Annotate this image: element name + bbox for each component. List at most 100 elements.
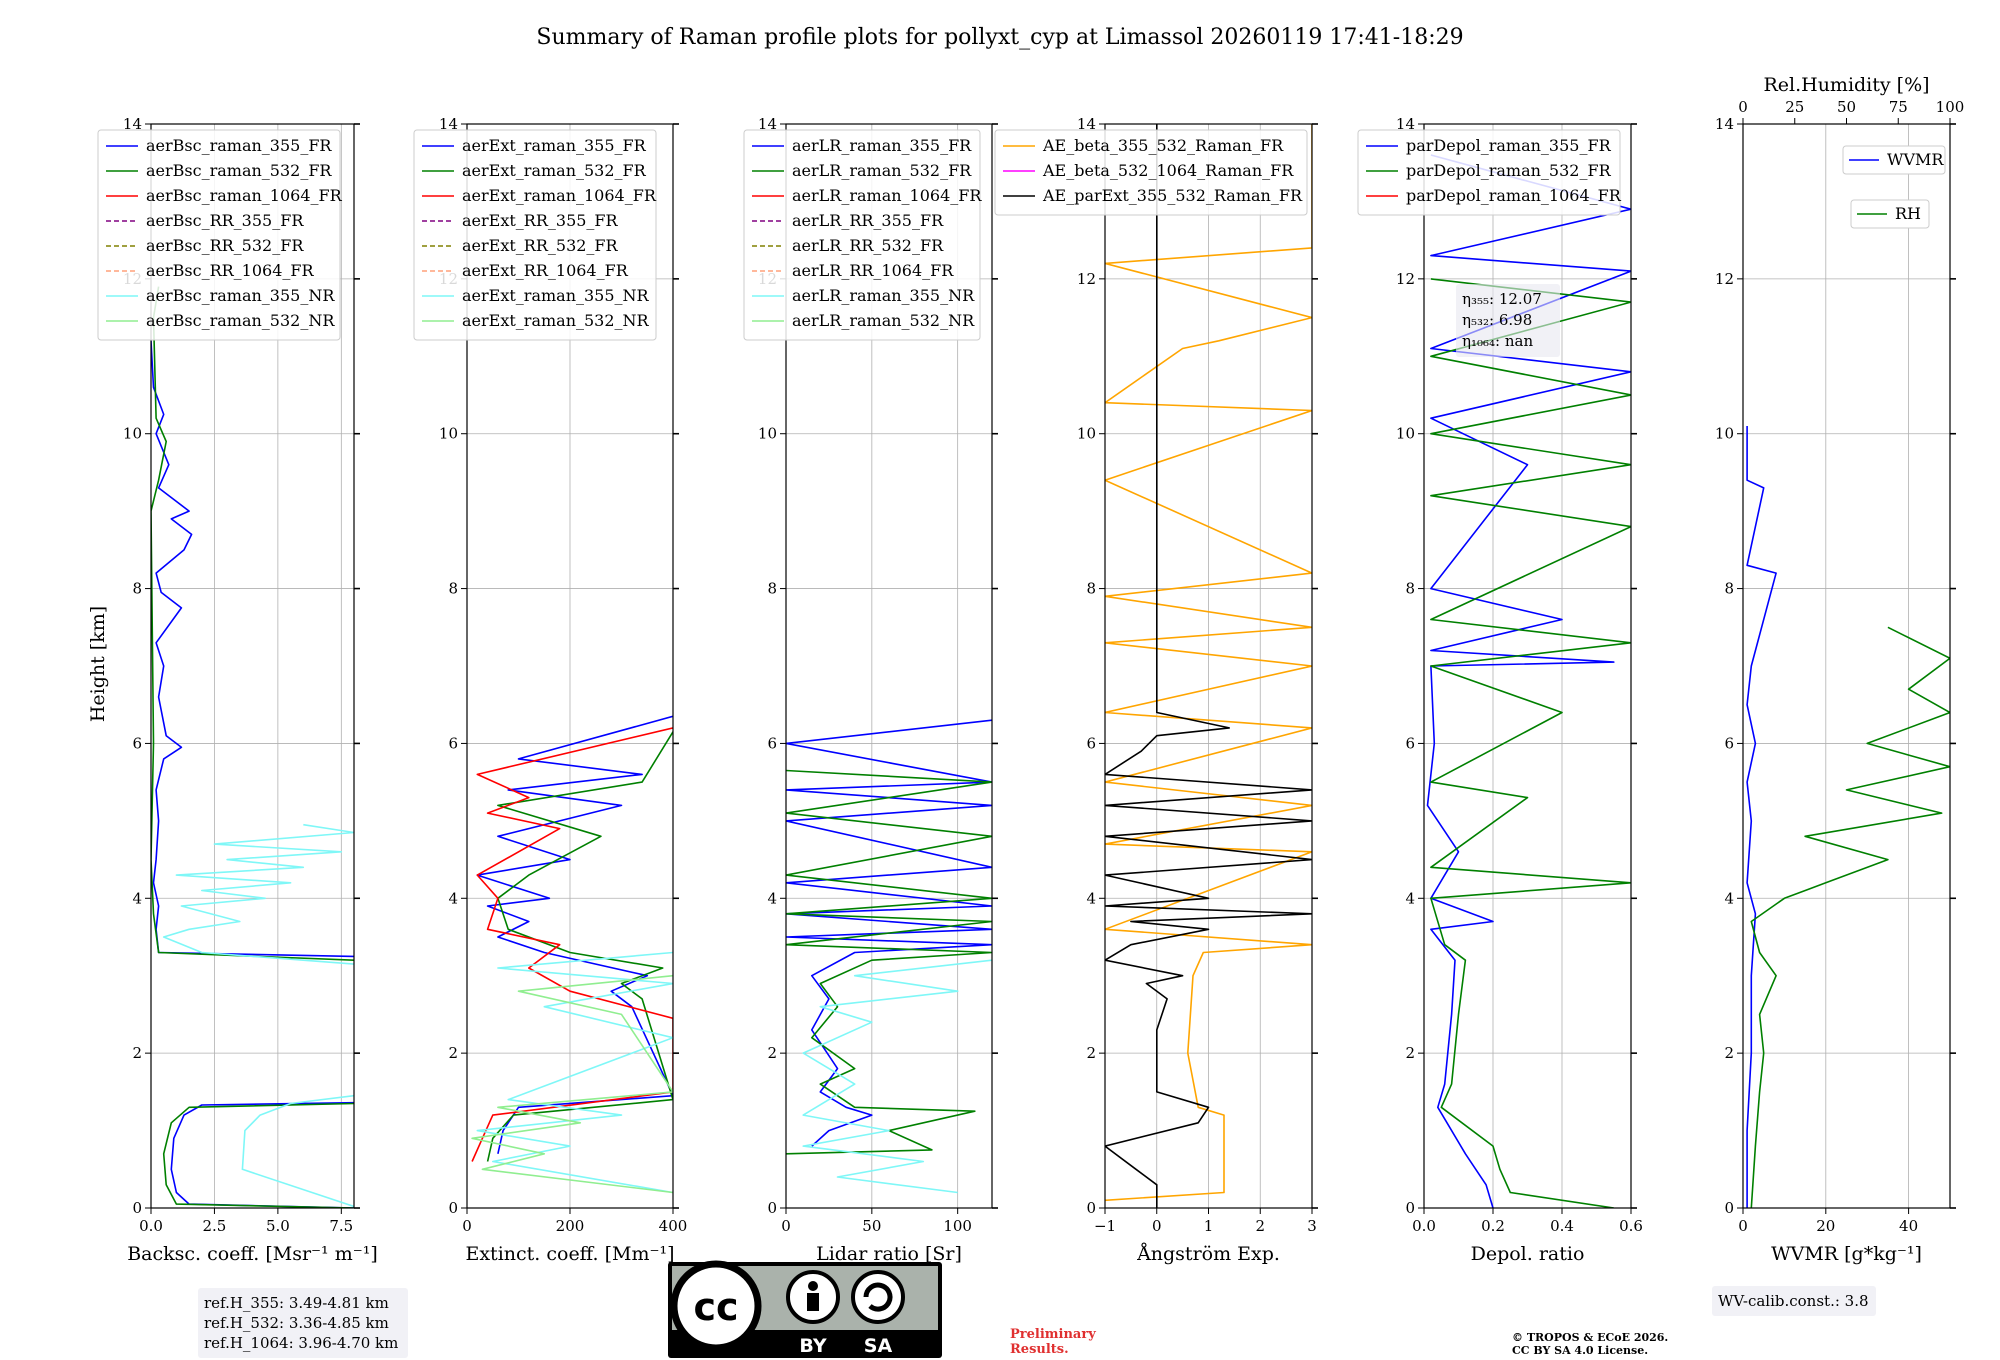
x-tick-label: 100 xyxy=(943,1217,972,1235)
y-tick-label: 12 xyxy=(1396,270,1415,288)
series-group xyxy=(1746,426,1950,1208)
x-tick-label: 0 xyxy=(1152,1217,1162,1235)
legend-box: aerExt_raman_355_FR aerExt_raman_532_FRae… xyxy=(413,129,657,341)
annotation-frame xyxy=(198,1288,408,1358)
legend-label: aerLR_raman_532_NR xyxy=(792,311,975,330)
y-tick-label: 14 xyxy=(1077,115,1096,133)
legend-label: aerBsc_raman_355_FR xyxy=(146,136,332,155)
annotation-text: WV-calib.const.: 3.8 xyxy=(1718,1292,1869,1310)
x-tick-label: 2 xyxy=(1255,1217,1265,1235)
y-tick-label: 6 xyxy=(1405,734,1415,752)
legend-label: parDepol_raman_532_FR xyxy=(1406,161,1612,180)
by-label: BY xyxy=(799,1335,826,1357)
annotation-text: η₅₃₂: 6.98 xyxy=(1462,311,1532,329)
y-tick-label: 0 xyxy=(767,1199,777,1217)
x-axis-label: Ångström Exp. xyxy=(1136,1243,1280,1265)
x-axis-label: Extinct. coeff. [Mm⁻¹] xyxy=(465,1243,674,1265)
x-tick-label: 200 xyxy=(556,1217,585,1235)
y-tick-label: 6 xyxy=(1724,734,1734,752)
panel-lr: 05010002468101214Lidar ratio [Sr]aerLR_r… xyxy=(743,115,998,1265)
legend-label: aerBsc_RR_1064_FR xyxy=(146,261,315,280)
x-tick-label: 0.0 xyxy=(139,1217,163,1235)
y-tick-label: 4 xyxy=(1724,889,1734,907)
x2-tick-label: 25 xyxy=(1785,98,1804,116)
legend-label: aerBsc_RR_532_FR xyxy=(146,236,304,255)
by-body-icon xyxy=(807,1293,819,1311)
legend-label: aerExt_RR_1064_FR xyxy=(462,261,629,280)
x-tick-label: 0.0 xyxy=(1412,1217,1436,1235)
copyright-line1: © TROPOS & ECoE 2026. xyxy=(1512,1331,1668,1344)
axes-frame xyxy=(1423,123,1632,1209)
legend-frame xyxy=(994,129,1308,216)
legend-label: aerLR_RR_355_FR xyxy=(792,211,944,230)
figure-title: Summary of Raman profile plots for polly… xyxy=(536,25,1463,50)
y-tick-label: 0 xyxy=(1405,1199,1415,1217)
series-line-parDepol-raman-532-FR xyxy=(1430,278,1631,1208)
series-group xyxy=(1105,124,1312,1208)
annotation-text: η₃₅₅: 12.07 xyxy=(1462,290,1542,308)
series-line-aerExt-raman-532-NR xyxy=(471,974,673,1194)
legend-label: aerLR_raman_355_FR xyxy=(792,136,972,155)
y-tick-label: 4 xyxy=(448,889,458,907)
x-tick-label: 0.2 xyxy=(1481,1217,1505,1235)
y-tick-label: 2 xyxy=(132,1044,142,1062)
series-line-aerExt-raman-355-FR xyxy=(476,715,673,1154)
series-line-WVMR xyxy=(1746,426,1777,1208)
panel-depol: 0.0 0.2 0.4 0.6 0 2 4 6 8 10 12 14 Depol. ratio parDe… xyxy=(1357,115,1643,1265)
legend-box: AE_beta_355_532_Raman_FR AE_beta_532_1064… xyxy=(994,129,1308,216)
legend-label: aerLR_RR_532_FR xyxy=(792,236,944,255)
series-group xyxy=(471,715,673,1194)
y-tick-label: 2 xyxy=(1405,1044,1415,1062)
legend-frame xyxy=(743,129,981,341)
y-tick-label: 4 xyxy=(767,889,777,907)
series-group xyxy=(151,286,354,1208)
annotation-text: η₁₀₆₄: nan xyxy=(1462,332,1533,350)
legend-frame xyxy=(97,129,341,341)
legend-label: aerLR_RR_1064_FR xyxy=(792,261,954,280)
series-group xyxy=(786,719,992,1194)
legend-label: aerExt_raman_355_FR xyxy=(462,136,647,155)
series-line-aerBsc-raman-355-FR xyxy=(170,1101,354,1208)
series-line-aerLR-raman-355-FR xyxy=(786,719,992,1147)
x-axis-label: Depol. ratio xyxy=(1471,1243,1585,1265)
x-axis-label: WVMR [g*kg⁻¹] xyxy=(1771,1243,1922,1265)
annotation-frame xyxy=(1712,1286,1876,1316)
series-line-AE-beta-355-532-Raman-FR xyxy=(1105,124,1312,1202)
series-line-aerBsc-raman-532-FR-upper xyxy=(151,286,354,961)
legend-label: aerBsc_raman_1064_FR xyxy=(146,186,343,205)
series-line-aerBsc-raman-355-NR-upper xyxy=(162,823,354,965)
axes-frame xyxy=(150,123,355,1209)
annotation-frame xyxy=(1456,284,1560,357)
y-tick-label: 4 xyxy=(132,889,142,907)
y-tick-label: 10 xyxy=(439,425,458,443)
cc-by-sa-badge[interactable]: cc BY SA xyxy=(668,1260,942,1358)
legend-label: aerExt_RR_532_FR xyxy=(462,236,619,255)
x2-tick-label: 75 xyxy=(1889,98,1908,116)
x-tick-label: 5.0 xyxy=(266,1217,290,1235)
x-tick-label: 0 xyxy=(781,1217,791,1235)
series-line-RH xyxy=(1750,626,1950,1208)
legend-box: aerBsc_raman_355_FR aerBsc_raman_532_FRae… xyxy=(97,129,343,341)
annotation-box: WV-calib.const.: 3.8 xyxy=(1712,1286,1876,1316)
legend-frame xyxy=(1850,199,1930,229)
sa-arrow-icon xyxy=(863,1282,893,1312)
y-tick-label: 2 xyxy=(767,1044,777,1062)
x2-tick-label: 100 xyxy=(1936,98,1965,116)
y-tick-label: 0 xyxy=(132,1199,142,1217)
panel-wvmr: 0 20 40 0 2 4 6 8 10 12 14 WVMR [g*kg⁻¹] 0 25 50 75 100 R… xyxy=(1712,74,1964,1316)
legend-frame xyxy=(1842,145,1946,175)
y-tick-label: 10 xyxy=(123,425,142,443)
y-tick-label: 6 xyxy=(132,734,142,752)
legend-label: aerLR_raman_532_FR xyxy=(792,161,972,180)
y-tick-label: 6 xyxy=(448,734,458,752)
cc-logo-icon xyxy=(670,1260,762,1352)
annotation-text: ref.H_355: 3.49-4.81 km xyxy=(204,1294,389,1312)
y-tick-label: 2 xyxy=(448,1044,458,1062)
axes-frame xyxy=(785,123,993,1209)
x-tick-label: 0 xyxy=(462,1217,472,1235)
x-tick-label: 1 xyxy=(1204,1217,1214,1235)
preliminary-note-line1: Preliminary xyxy=(1010,1327,1096,1342)
x-tick-label: 0.6 xyxy=(1619,1217,1643,1235)
